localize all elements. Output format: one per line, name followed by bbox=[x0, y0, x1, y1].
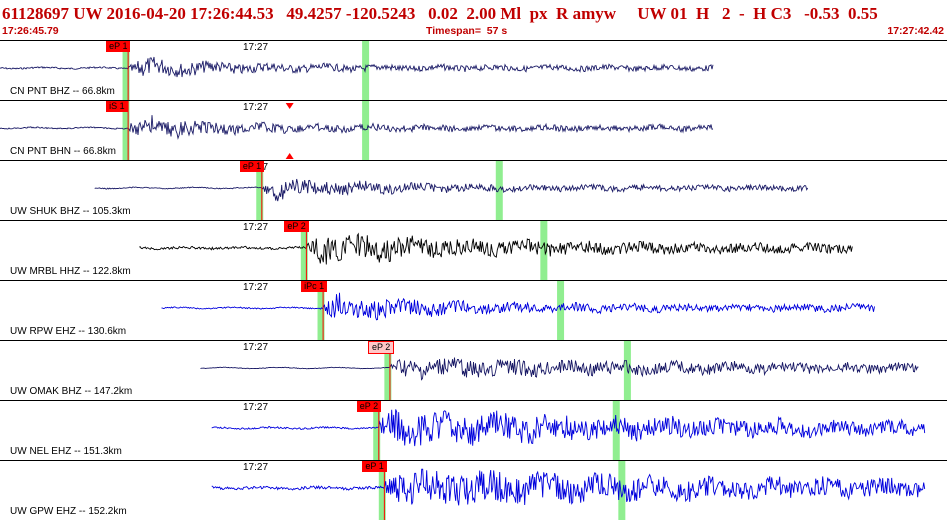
timespan-label: Timespan= 57 s bbox=[426, 25, 508, 37]
time-tick-label: 17:27 bbox=[243, 462, 269, 473]
trace-panel[interactable]: 17:27 eP 2 UW NEL EHZ -- 151.3km bbox=[0, 400, 947, 460]
analysis-window bbox=[300, 221, 308, 280]
trace-plot bbox=[200, 341, 919, 400]
analysis-window bbox=[378, 461, 386, 520]
analysis-window bbox=[373, 401, 381, 460]
channel-label: UW SHUK BHZ -- 105.3km bbox=[10, 206, 131, 217]
arrival-marker bbox=[285, 103, 294, 109]
trace-panel[interactable]: 17:27 eP 2 UW OMAK BHZ -- 147.2km bbox=[0, 340, 947, 400]
waveform-trace bbox=[0, 115, 714, 140]
analysis-window bbox=[540, 221, 548, 280]
phase-pick-label[interactable]: eP 1 bbox=[362, 461, 387, 472]
channel-label: CN PNT BHN -- 66.8km bbox=[10, 146, 116, 157]
phase-pick-label[interactable]: eP 2 bbox=[367, 341, 395, 354]
analysis-window bbox=[362, 101, 370, 160]
analysis-window bbox=[495, 161, 503, 220]
analysis-window bbox=[256, 161, 264, 220]
waveform-trace bbox=[161, 292, 875, 321]
trace-panel[interactable]: 17:27 eP 2 UW MRBL HHZ -- 122.8km bbox=[0, 220, 947, 280]
analysis-window bbox=[557, 281, 565, 340]
trace-plot bbox=[139, 221, 853, 280]
time-tick-label: 17:27 bbox=[243, 42, 269, 53]
time-tick-label: 17:27 bbox=[243, 342, 269, 353]
phase-pick-label[interactable]: iPc 1 bbox=[301, 281, 328, 292]
trace-plot bbox=[211, 461, 926, 520]
waveform-trace bbox=[211, 409, 926, 447]
trace-panels: 17:27 eP 1 CN PNT BHZ -- 66.8km 17:27 iS 1 CN… bbox=[0, 40, 947, 520]
event-header: 61128697 UW 2016-04-20 17:26:44.53 49.42… bbox=[0, 0, 947, 41]
trace-panel[interactable]: 17:27 iPc 1 UW RPW EHZ -- 130.6km bbox=[0, 280, 947, 340]
time-tick-label: 17:27 bbox=[243, 222, 269, 233]
waveform-trace bbox=[139, 232, 853, 265]
phase-pick-label[interactable]: eP 2 bbox=[284, 221, 309, 232]
phase-pick-label[interactable]: eP 2 bbox=[356, 401, 382, 412]
start-time: 17:26:45.79 bbox=[2, 25, 59, 37]
trace-panel[interactable]: 17:27 eP 1 UW GPW EHZ -- 152.2km bbox=[0, 460, 947, 520]
trace-plot bbox=[161, 281, 875, 340]
channel-label: UW RPW EHZ -- 130.6km bbox=[10, 326, 127, 337]
analysis-window bbox=[384, 341, 392, 400]
event-title: 61128697 UW 2016-04-20 17:26:44.53 49.42… bbox=[2, 4, 878, 23]
analysis-window bbox=[317, 281, 325, 340]
arrival-marker bbox=[285, 153, 294, 159]
waveform-trace bbox=[200, 357, 919, 381]
trace-panel[interactable]: 17:27 eP 1 CN PNT BHZ -- 66.8km bbox=[0, 40, 947, 100]
channel-label: CN PNT BHZ -- 66.8km bbox=[10, 86, 115, 97]
channel-label: UW MRBL HHZ -- 122.8km bbox=[10, 266, 131, 277]
end-time: 17:27:42.42 bbox=[887, 25, 944, 37]
phase-pick-label[interactable]: iS 1 bbox=[106, 101, 128, 112]
time-tick-label: 17:27 bbox=[243, 402, 269, 413]
analysis-window bbox=[618, 461, 626, 520]
analysis-window bbox=[122, 101, 130, 160]
waveform-trace bbox=[0, 56, 714, 78]
analysis-window bbox=[122, 41, 130, 100]
waveform-trace bbox=[94, 178, 809, 202]
time-tick-label: 17:27 bbox=[243, 282, 269, 293]
trace-plot bbox=[94, 161, 809, 220]
channel-label: UW GPW EHZ -- 152.2km bbox=[10, 506, 127, 517]
channel-label: UW NEL EHZ -- 151.3km bbox=[10, 446, 122, 457]
trace-plot bbox=[211, 401, 926, 460]
phase-pick-label[interactable]: eP 1 bbox=[106, 41, 131, 52]
trace-plot bbox=[0, 101, 714, 160]
phase-pick-label[interactable]: eP 1 bbox=[239, 161, 265, 172]
channel-label: UW OMAK BHZ -- 147.2km bbox=[10, 386, 133, 397]
trace-plot bbox=[0, 41, 714, 100]
waveform-trace bbox=[211, 468, 926, 506]
trace-panel[interactable]: 17:27 iS 1 CN PNT BHN -- 66.8km bbox=[0, 100, 947, 160]
time-tick-label: 17:27 bbox=[243, 102, 269, 113]
